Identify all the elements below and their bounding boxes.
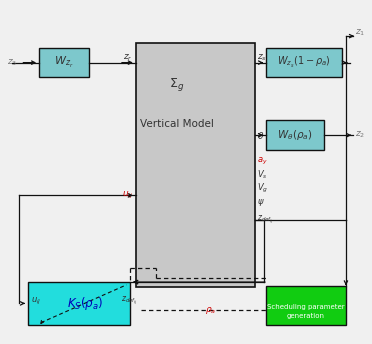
Bar — [39, 48, 89, 77]
Text: $z_3$: $z_3$ — [7, 57, 18, 68]
Text: generation: generation — [287, 313, 325, 319]
Bar — [266, 286, 346, 325]
Text: $W_{z_s}(1-\rho_a)$: $W_{z_s}(1-\rho_a)$ — [278, 55, 331, 70]
Text: $W_\theta(\rho_a)$: $W_\theta(\rho_a)$ — [277, 128, 313, 142]
Bar — [28, 282, 130, 325]
Text: $\Sigma_g$: $\Sigma_g$ — [169, 76, 184, 93]
Bar — [266, 120, 324, 150]
Text: $\rho_a$: $\rho_a$ — [205, 305, 216, 316]
Text: $V_s$: $V_s$ — [257, 169, 268, 181]
Text: Scheduling parameter: Scheduling parameter — [267, 304, 344, 310]
Text: $z_2$: $z_2$ — [355, 130, 365, 140]
Bar — [136, 43, 255, 287]
Text: $z_1$: $z_1$ — [355, 28, 366, 38]
Text: $a_y$: $a_y$ — [257, 155, 268, 166]
Text: $u_{ij}$: $u_{ij}$ — [31, 295, 41, 307]
Text: Vertical Model: Vertical Model — [140, 119, 214, 129]
Bar — [266, 48, 342, 77]
Text: $z_{def_{ij}}$: $z_{def_{ij}}$ — [121, 295, 138, 307]
Text: $V_g$: $V_g$ — [257, 182, 269, 195]
Text: $z_{def_{ij}}$: $z_{def_{ij}}$ — [257, 213, 274, 226]
Text: $\theta$: $\theta$ — [257, 130, 265, 141]
Text: $z_s$: $z_s$ — [257, 53, 267, 63]
Text: $K_S(\rho_a)$: $K_S(\rho_a)$ — [67, 295, 104, 312]
Text: $z_r$: $z_r$ — [124, 53, 133, 63]
Text: $\psi$: $\psi$ — [257, 197, 265, 208]
Text: $W_{z_r}$: $W_{z_r}$ — [54, 55, 74, 70]
Text: $u_{ij}$: $u_{ij}$ — [122, 190, 133, 201]
